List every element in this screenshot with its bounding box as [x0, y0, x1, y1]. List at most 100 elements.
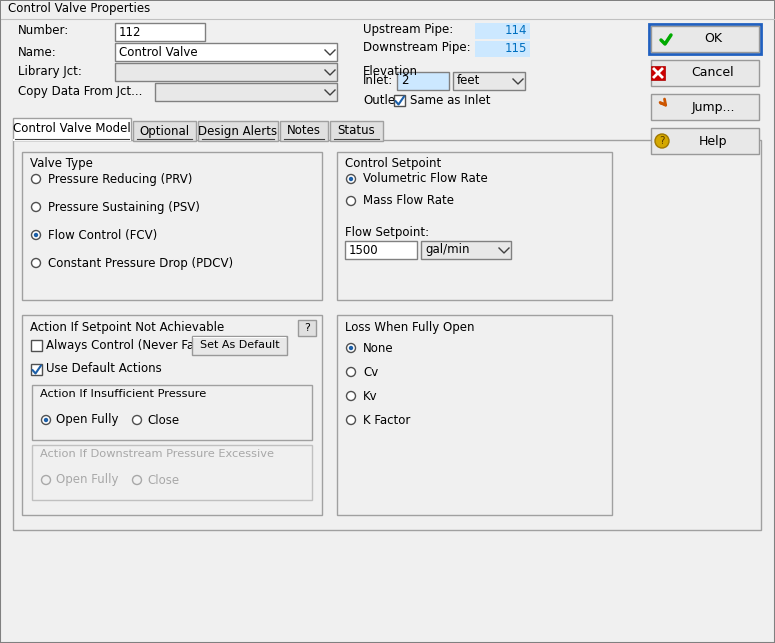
Circle shape [346, 368, 356, 377]
Bar [30, 363, 42, 374]
Text: Same as Inlet: Same as Inlet [410, 93, 491, 107]
Text: Notes: Notes [287, 125, 321, 138]
Bar [115, 43, 337, 61]
Bar [1, 1, 774, 19]
Bar [475, 41, 530, 57]
Bar [337, 152, 612, 300]
Bar [198, 121, 278, 141]
Text: Control Valve: Control Valve [119, 46, 198, 59]
Bar [397, 72, 449, 90]
Text: Control Valve Properties: Control Valve Properties [8, 2, 150, 15]
Text: None: None [363, 341, 394, 354]
Text: Upstream Pipe:: Upstream Pipe: [363, 24, 453, 37]
Bar [115, 23, 205, 41]
Text: 114: 114 [505, 24, 527, 37]
Text: 112: 112 [119, 26, 142, 39]
Text: Open Fully: Open Fully [56, 413, 119, 426]
Text: Use Default Actions: Use Default Actions [46, 363, 162, 376]
Text: feet: feet [457, 75, 480, 87]
Text: Action If Setpoint Not Achievable: Action If Setpoint Not Achievable [30, 321, 224, 334]
Bar [651, 26, 759, 52]
Bar [13, 140, 761, 530]
Circle shape [32, 258, 40, 267]
Circle shape [42, 415, 50, 424]
Circle shape [133, 476, 142, 484]
Text: Help: Help [699, 134, 727, 147]
Text: Control Setpoint: Control Setpoint [345, 157, 441, 170]
Text: Elevation: Elevation [363, 65, 418, 78]
Bar [453, 72, 525, 90]
Bar [651, 60, 759, 86]
Text: Pressure Sustaining (PSV): Pressure Sustaining (PSV) [48, 201, 200, 213]
Bar [651, 128, 759, 154]
Text: Outlet:: Outlet: [363, 93, 404, 107]
Text: Constant Pressure Drop (PDCV): Constant Pressure Drop (PDCV) [48, 257, 233, 269]
Circle shape [349, 177, 353, 181]
Text: Kv: Kv [363, 390, 377, 403]
Bar [30, 340, 42, 350]
Text: Flow Setpoint:: Flow Setpoint: [345, 226, 429, 239]
Bar [32, 385, 312, 440]
Bar [13, 118, 131, 140]
Text: Open Fully: Open Fully [56, 473, 119, 487]
Bar [115, 63, 337, 81]
Bar [394, 95, 405, 105]
Bar [345, 241, 417, 259]
Circle shape [32, 203, 40, 212]
Bar [32, 445, 312, 500]
Bar [330, 121, 383, 141]
Text: Name:: Name: [18, 46, 57, 59]
Bar [421, 241, 511, 259]
Text: Optional: Optional [140, 125, 190, 138]
Text: Loss When Fully Open: Loss When Fully Open [345, 321, 474, 334]
Bar [649, 24, 761, 54]
Text: ?: ? [660, 136, 665, 146]
Text: Valve Type: Valve Type [30, 157, 93, 170]
Bar [475, 23, 530, 39]
Bar [337, 315, 612, 515]
Text: Action If Insufficient Pressure: Action If Insufficient Pressure [40, 389, 206, 399]
Text: Always Control (Never Fail): Always Control (Never Fail) [46, 338, 205, 352]
Text: K Factor: K Factor [363, 413, 411, 426]
Text: Jump...: Jump... [691, 100, 735, 114]
Text: gal/min: gal/min [425, 244, 470, 257]
Circle shape [42, 476, 50, 484]
Text: Control Valve Model: Control Valve Model [13, 123, 131, 136]
Text: Status: Status [338, 125, 375, 138]
Text: Mass Flow Rate: Mass Flow Rate [363, 194, 454, 208]
Circle shape [349, 346, 353, 350]
Circle shape [346, 343, 356, 352]
Bar [280, 121, 328, 141]
Text: Design Alerts: Design Alerts [198, 125, 277, 138]
Text: 115: 115 [505, 42, 527, 55]
Circle shape [346, 174, 356, 183]
Text: 1500: 1500 [349, 244, 379, 257]
Text: OK: OK [704, 33, 722, 46]
Text: Number:: Number: [18, 24, 69, 37]
Text: Inlet:: Inlet: [363, 73, 393, 87]
Circle shape [34, 233, 38, 237]
Text: Close: Close [147, 473, 179, 487]
Bar [155, 83, 337, 101]
Bar [22, 152, 322, 300]
Circle shape [346, 392, 356, 401]
Bar [651, 66, 665, 80]
Circle shape [133, 415, 142, 424]
Bar [298, 320, 316, 336]
Text: Downstream Pipe:: Downstream Pipe: [363, 42, 470, 55]
Text: Copy Data From Jct...: Copy Data From Jct... [18, 86, 143, 98]
Text: Set As Default: Set As Default [200, 341, 279, 350]
Circle shape [346, 415, 356, 424]
Circle shape [32, 174, 40, 183]
Text: Volumetric Flow Rate: Volumetric Flow Rate [363, 172, 487, 185]
Circle shape [32, 230, 40, 239]
Circle shape [44, 418, 48, 422]
Text: Library Jct:: Library Jct: [18, 66, 82, 78]
Bar [133, 121, 196, 141]
Text: Action If Downstream Pressure Excessive: Action If Downstream Pressure Excessive [40, 449, 274, 459]
Bar [651, 94, 759, 120]
Bar [22, 315, 322, 515]
Circle shape [346, 197, 356, 206]
Text: Close: Close [147, 413, 179, 426]
Circle shape [655, 134, 669, 148]
